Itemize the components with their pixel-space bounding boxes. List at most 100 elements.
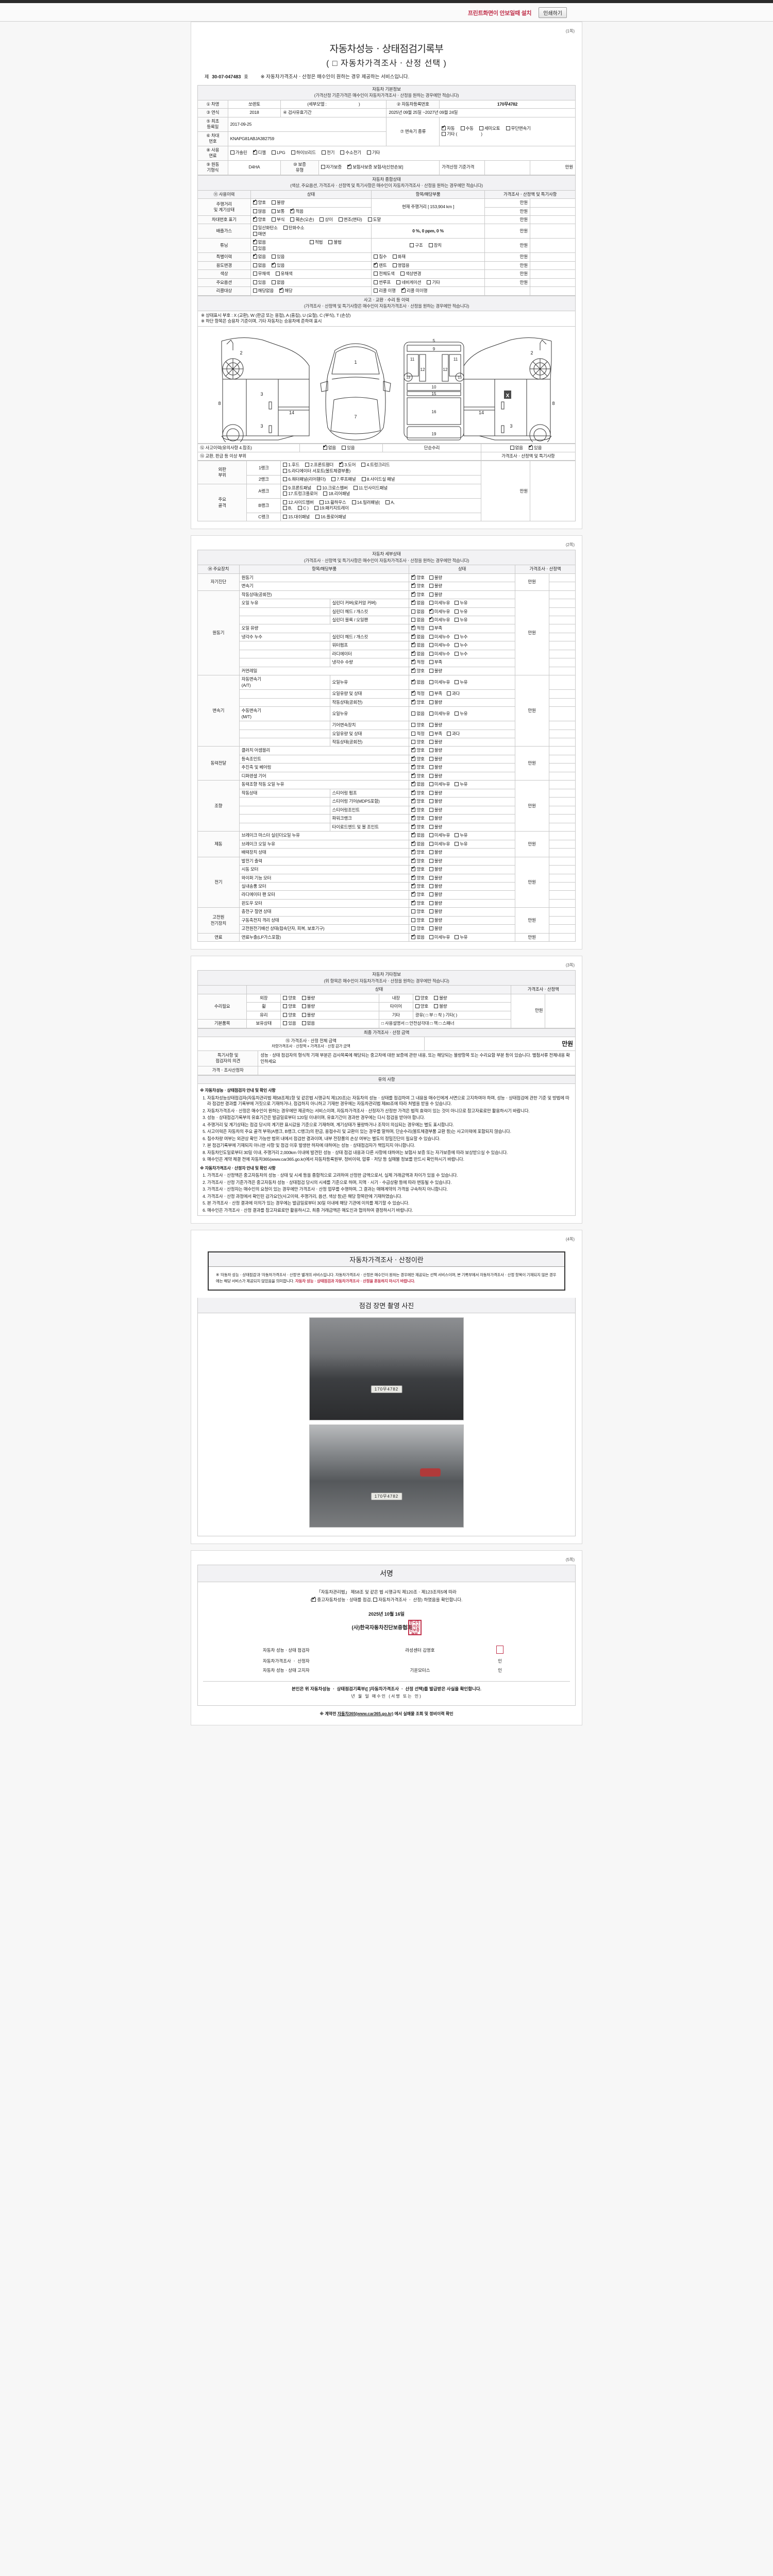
trans-opt-cvt[interactable]: 무단변속기 (506, 126, 531, 131)
checkbox-detail-option[interactable] (411, 840, 416, 846)
checkbox-part-trunklid[interactable] (361, 463, 366, 467)
detail-option[interactable]: 불량 (429, 807, 442, 813)
detail-option[interactable]: 불량 (429, 901, 442, 906)
detail-option[interactable]: 누유 (455, 841, 468, 847)
checkbox-other-wheel-good[interactable] (283, 1004, 288, 1009)
detail-option[interactable]: 불량 (429, 592, 442, 598)
checkbox-detail-option[interactable] (411, 891, 416, 897)
detail-option[interactable]: 적정 (411, 658, 425, 665)
detail-option[interactable]: 부족 (429, 659, 442, 665)
checkbox-detail-option[interactable] (411, 641, 416, 648)
checkbox-vinmark-erased[interactable] (367, 217, 372, 222)
checkbox-detail-option[interactable] (429, 711, 433, 716)
detail-option[interactable]: 없음 (411, 650, 425, 657)
checkbox-fuel-hydrogen[interactable] (340, 150, 345, 155)
acc-opt-yes[interactable]: 있음 (342, 445, 355, 451)
detail-option[interactable]: 불량 (429, 756, 442, 762)
vinmark-opt-good[interactable]: 양호 (253, 216, 266, 223)
other-hold-no[interactable]: 없음 (301, 1021, 315, 1026)
print-button[interactable]: 인쇄하기 (539, 7, 567, 18)
vinmark-opt-erased[interactable]: 도말 (367, 217, 381, 223)
detail-option[interactable]: 양호 (411, 866, 425, 872)
checkbox-detail-option[interactable] (429, 680, 433, 684)
usechange-opt-none[interactable]: 없음 (253, 263, 266, 268)
detail-option[interactable]: 양호 (411, 789, 425, 796)
checkbox-detail-option[interactable] (429, 765, 433, 770)
detail-option[interactable]: 누수 (455, 642, 468, 648)
acc-opt-none[interactable]: 없음 (323, 444, 336, 451)
recall-opt-done[interactable]: 리콜 이행 (374, 288, 396, 294)
trans-opt-auto[interactable]: 자동 (442, 125, 455, 131)
checkbox-trans-semiauto[interactable] (479, 126, 483, 130)
detail-option[interactable]: 없음 (411, 679, 425, 685)
checkbox-trans-manual[interactable] (460, 126, 465, 130)
detail-option[interactable]: 미세누유 (429, 711, 450, 717)
checkbox-part-door[interactable] (339, 461, 344, 467)
detail-option[interactable]: 부족 (429, 625, 442, 631)
detail-option[interactable]: 양호 (411, 918, 425, 923)
checkbox-detail-option[interactable] (429, 816, 433, 821)
odo-opt-bad[interactable]: 불량 (272, 200, 284, 206)
detail-option[interactable]: 누수 (455, 634, 468, 640)
checkbox-warranty-self[interactable] (321, 165, 325, 170)
trans-opt-semiauto[interactable]: 세미오토 (479, 126, 500, 131)
simple-opt-yes[interactable]: 있음 (528, 444, 542, 451)
checkbox-detail-option[interactable] (429, 867, 433, 872)
checkbox-detail-option[interactable] (411, 699, 416, 704)
checkbox-detail-option[interactable] (455, 680, 459, 684)
detail-option[interactable]: 미세누유 (429, 935, 450, 940)
checkbox-part-hood[interactable] (283, 463, 288, 467)
detail-option[interactable]: 불량 (429, 583, 442, 589)
checkbox-tuning-yes[interactable] (253, 246, 257, 250)
checkbox-vinmark-good[interactable] (253, 216, 257, 222)
detail-option[interactable]: 없음 (411, 641, 425, 648)
other-int-good[interactable]: 양호 (415, 995, 428, 1001)
checkbox-part-sidesill[interactable] (361, 477, 366, 482)
checkbox-detail-option[interactable] (455, 711, 459, 716)
checkbox-part-crossmember[interactable] (317, 485, 322, 490)
checkbox-detail-option[interactable] (429, 926, 433, 931)
detail-option[interactable]: 양호 (411, 667, 425, 674)
fuel-opt-other[interactable]: 기타 (367, 150, 380, 156)
detail-option[interactable]: 양호 (411, 591, 425, 598)
detail-option[interactable]: 누유 (455, 782, 468, 787)
fuel-opt-lpg[interactable]: LPG (272, 150, 285, 156)
checkbox-detail-option[interactable] (411, 711, 416, 716)
odo-opt-good[interactable]: 양호 (253, 199, 266, 206)
other-wheel-bad[interactable]: 불량 (301, 1004, 315, 1009)
detail-option[interactable]: 미세누유 (429, 841, 450, 847)
checkbox-fuel-lpg[interactable] (272, 150, 276, 155)
detail-option[interactable]: 미세누수 (429, 642, 450, 648)
part-opt-pillar-a[interactable]: A, (385, 500, 395, 505)
emis-opt-smoke[interactable]: 매연 (253, 231, 266, 237)
detail-option[interactable]: 양호 (411, 900, 425, 906)
part-opt-dashpanel[interactable]: 15.대쉬패널 (283, 514, 310, 520)
detail-option[interactable]: 누수 (455, 651, 468, 657)
checkbox-detail-option[interactable] (411, 731, 416, 736)
detail-option[interactable]: 없음 (411, 633, 425, 640)
fuel-opt-hybrid[interactable]: 하이브리드 (291, 150, 316, 156)
checkbox-detail-option[interactable] (411, 723, 416, 727)
checkbox-detail-option[interactable] (429, 875, 433, 880)
checkbox-part-rearpanel[interactable] (323, 492, 328, 496)
simple-opt-none[interactable]: 없음 (510, 445, 523, 451)
usechange-opt-business[interactable]: 영업용 (392, 263, 410, 268)
detail-option[interactable]: 없음 (411, 832, 425, 838)
part-opt-rearpanel[interactable]: 18.리어패널 (323, 491, 350, 497)
detail-option[interactable]: 불량 (429, 700, 442, 705)
checkbox-detail-option[interactable] (429, 626, 433, 631)
checkbox-detail-option[interactable] (455, 841, 459, 846)
checkbox-detail-option[interactable] (411, 823, 416, 829)
checkbox-usechange-yes[interactable] (272, 262, 276, 267)
detail-option[interactable]: 양호 (411, 857, 425, 864)
color-opt-chromatic[interactable]: 유채색 (275, 271, 293, 277)
checkbox-detail-option[interactable] (411, 798, 416, 804)
detail-option[interactable]: 누유 (455, 680, 468, 685)
fuel-opt-gasoline[interactable]: 가솔린 (230, 150, 247, 156)
checkbox-odo-normal[interactable] (272, 209, 276, 213)
checkbox-part-roofpanel[interactable] (331, 477, 336, 482)
checkbox-detail-option[interactable] (429, 833, 433, 838)
detail-option[interactable]: 양호 (411, 926, 425, 931)
checkbox-law-inspect[interactable] (312, 1596, 316, 1602)
detail-option[interactable]: 불량 (429, 668, 442, 674)
